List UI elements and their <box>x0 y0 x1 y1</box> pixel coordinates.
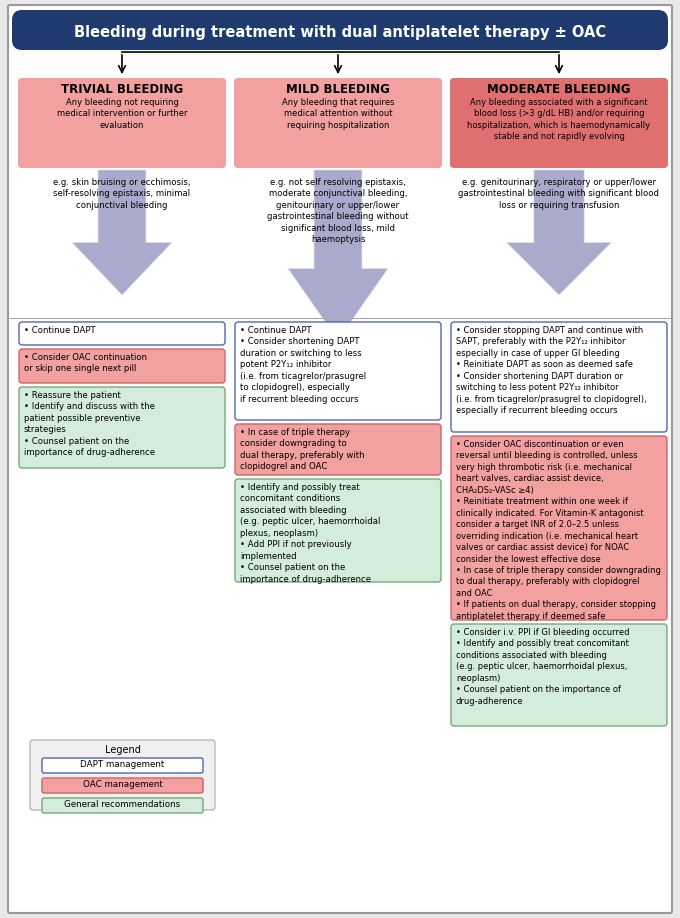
FancyBboxPatch shape <box>30 740 215 810</box>
FancyBboxPatch shape <box>451 624 667 726</box>
Text: • Consider stopping DAPT and continue with
SAPT, preferably with the P2Y₁₂ inhib: • Consider stopping DAPT and continue wi… <box>456 326 647 415</box>
FancyBboxPatch shape <box>235 479 441 582</box>
Polygon shape <box>72 170 172 295</box>
FancyBboxPatch shape <box>42 778 203 793</box>
FancyBboxPatch shape <box>19 322 225 345</box>
Text: • In case of triple therapy
consider downgrading to
dual therapy, preferably wit: • In case of triple therapy consider dow… <box>240 428 364 471</box>
FancyBboxPatch shape <box>19 349 225 383</box>
Text: e.g. not self resolving epistaxis,
moderate conjunctival bleeding,
genitourinary: e.g. not self resolving epistaxis, moder… <box>267 178 409 244</box>
Polygon shape <box>507 170 611 295</box>
FancyBboxPatch shape <box>19 387 225 468</box>
FancyBboxPatch shape <box>42 758 203 773</box>
Text: General recommendations: General recommendations <box>65 800 181 809</box>
FancyBboxPatch shape <box>42 798 203 813</box>
Text: • Consider i.v. PPI if GI bleeding occurred
• Identify and possibly treat concom: • Consider i.v. PPI if GI bleeding occur… <box>456 628 630 706</box>
Text: • Identify and possibly treat
concomitant conditions
associated with bleeding
(e: • Identify and possibly treat concomitan… <box>240 483 380 584</box>
Text: e.g. skin bruising or ecchimosis,
self-resolving epistaxis, minimal
conjunctival: e.g. skin bruising or ecchimosis, self-r… <box>53 178 191 210</box>
FancyBboxPatch shape <box>451 322 667 432</box>
FancyBboxPatch shape <box>235 424 441 475</box>
FancyBboxPatch shape <box>450 78 668 168</box>
Text: OAC management: OAC management <box>83 780 163 789</box>
Text: • Consider OAC continuation
or skip one single next pill: • Consider OAC continuation or skip one … <box>24 353 147 374</box>
Text: • Reassure the patient
• Identify and discuss with the
patient possible preventi: • Reassure the patient • Identify and di… <box>24 391 155 457</box>
FancyBboxPatch shape <box>8 5 672 913</box>
FancyBboxPatch shape <box>451 436 667 620</box>
Text: • Continue DAPT
• Consider shortening DAPT
duration or switching to less
potent : • Continue DAPT • Consider shortening DA… <box>240 326 366 404</box>
FancyBboxPatch shape <box>18 78 226 168</box>
Text: MODERATE BLEEDING: MODERATE BLEEDING <box>488 83 631 96</box>
Text: Legend: Legend <box>105 745 141 755</box>
Text: e.g. genitourinary, respiratory or upper/lower
gastrointestinal bleeding with si: e.g. genitourinary, respiratory or upper… <box>458 178 660 210</box>
Polygon shape <box>288 170 388 340</box>
Text: Any bleeding that requires
medical attention without
requiring hospitalization: Any bleeding that requires medical atten… <box>282 98 394 130</box>
FancyBboxPatch shape <box>234 78 442 168</box>
FancyBboxPatch shape <box>235 322 441 420</box>
Text: Any bleeding not requiring
medical intervention or further
evaluation: Any bleeding not requiring medical inter… <box>56 98 187 130</box>
Text: • Continue DAPT: • Continue DAPT <box>24 326 96 335</box>
Text: DAPT management: DAPT management <box>80 760 165 769</box>
Text: • Consider OAC discontinuation or even
reversal until bleeding is controlled, un: • Consider OAC discontinuation or even r… <box>456 440 661 621</box>
FancyBboxPatch shape <box>12 10 668 50</box>
Text: Bleeding during treatment with dual antiplatelet therapy ± OAC: Bleeding during treatment with dual anti… <box>74 26 606 40</box>
Text: MILD BLEEDING: MILD BLEEDING <box>286 83 390 96</box>
Text: TRIVIAL BLEEDING: TRIVIAL BLEEDING <box>61 83 183 96</box>
Text: Any bleeding associated with a significant
blood loss (>3 g/dL HB) and/or requir: Any bleeding associated with a significa… <box>467 98 651 141</box>
